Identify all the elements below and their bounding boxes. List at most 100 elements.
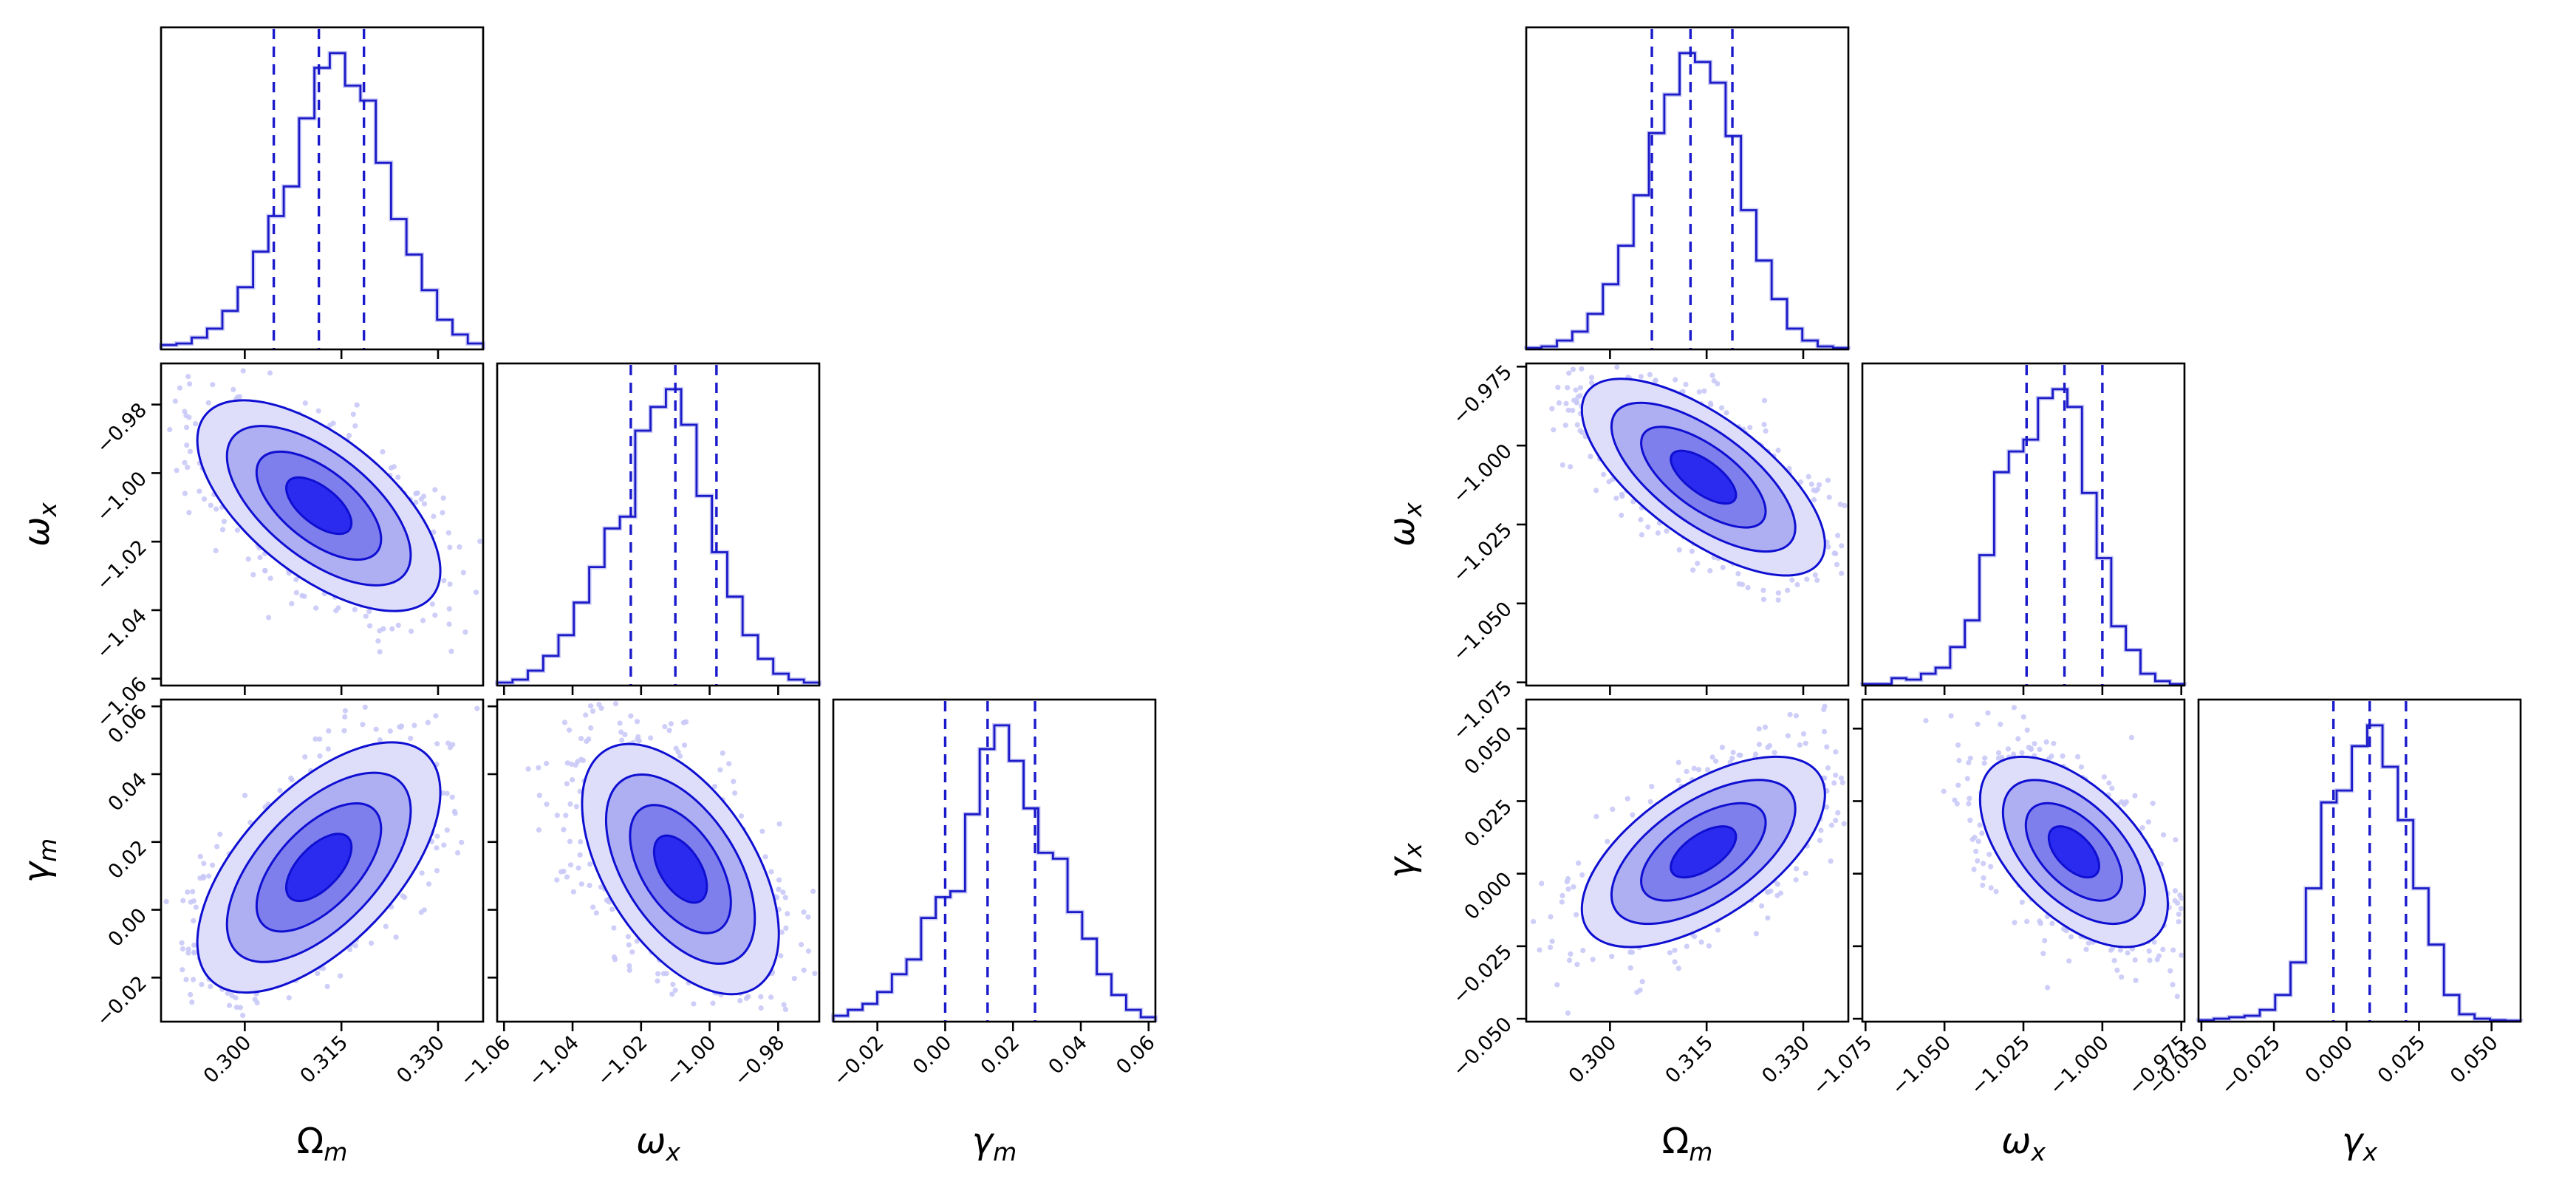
- corner-plot-left: −0.02 0.00 0.02 0.04 0.06−1.06−1.04−1.02−1.0…: [16, 26, 1160, 1166]
- sample-point: [197, 488, 202, 494]
- sample-point: [2049, 920, 2055, 926]
- sample-point: [1818, 827, 1824, 833]
- sample-point: [1696, 389, 1702, 395]
- sample-point: [1831, 780, 1837, 786]
- sample-point: [186, 510, 192, 516]
- sample-point: [1610, 806, 1616, 813]
- panel-hist-omega_m: [1524, 26, 1851, 359]
- sample-point: [180, 946, 185, 952]
- sample-point: [411, 722, 417, 728]
- sample-point: [1580, 948, 1586, 954]
- x-tick-label: −0.02: [829, 1031, 888, 1090]
- sample-point: [622, 731, 628, 738]
- sample-point: [1838, 775, 1844, 781]
- x-tick-label: 0.315: [296, 1031, 353, 1088]
- sample-point: [812, 971, 818, 977]
- sample-point: [250, 572, 256, 578]
- sample-point: [299, 592, 305, 598]
- sample-point: [805, 948, 811, 954]
- sample-point: [1975, 838, 1981, 844]
- sample-point: [1841, 821, 1847, 827]
- contour-level-4: [284, 476, 353, 536]
- sample-point: [400, 893, 406, 899]
- sample-point: [570, 777, 575, 783]
- panel-contour-omega_m-omega_x: −1.06−1.04−1.02−1.00−0.98: [92, 362, 485, 732]
- sample-point: [373, 726, 379, 732]
- sample-point: [214, 844, 220, 850]
- sample-point: [180, 967, 185, 973]
- sample-point: [1639, 979, 1645, 985]
- sample-point: [1826, 494, 1832, 500]
- sample-point: [1684, 943, 1690, 949]
- y-tick-label: −1.04: [92, 604, 151, 663]
- x-tick-label: 0.06: [1112, 1031, 1159, 1079]
- sample-point: [352, 606, 358, 612]
- sample-point: [536, 793, 542, 799]
- sample-point: [237, 1005, 243, 1011]
- sample-point: [1676, 547, 1682, 553]
- sample-point: [762, 854, 768, 860]
- sample-point: [2011, 705, 2017, 711]
- sample-point: [2170, 982, 2176, 988]
- sample-point: [635, 737, 640, 742]
- sample-point: [1833, 550, 1839, 557]
- sample-point: [578, 881, 584, 887]
- sample-point: [1614, 364, 1620, 370]
- sample-point: [1761, 397, 1768, 403]
- sample-point: [1691, 765, 1697, 771]
- x-tick-label: −1.00: [661, 1031, 720, 1090]
- contour-level-4: [1670, 449, 1738, 505]
- sample-point: [1756, 742, 1762, 748]
- sample-point: [731, 779, 737, 785]
- sample-point: [590, 708, 596, 714]
- sample-point: [2078, 764, 2085, 770]
- sample-point: [288, 775, 294, 781]
- sample-point: [780, 889, 786, 895]
- sample-point: [434, 845, 440, 851]
- sample-point: [2161, 832, 2167, 838]
- sample-point: [583, 712, 589, 718]
- sample-point: [1761, 422, 1767, 428]
- histogram-step: [2197, 724, 2522, 1022]
- sample-point: [1793, 713, 1799, 719]
- panel-contour-omega_x-gamma_x: −1.075 −1.050 −1.025 −1.000 −0.975: [1808, 698, 2193, 1100]
- sample-point: [441, 578, 447, 584]
- sample-point: [1629, 949, 1635, 955]
- sample-point: [1675, 777, 1681, 783]
- sample-point: [626, 942, 632, 948]
- sample-point: [460, 570, 466, 575]
- panel-frame-overlay: [160, 26, 485, 351]
- sample-point: [1588, 454, 1593, 459]
- sample-point: [1713, 758, 1719, 764]
- sample-point: [1719, 745, 1725, 751]
- sample-point: [432, 612, 438, 618]
- x-tick-label: 0.025: [2374, 1031, 2430, 1088]
- sample-point: [2051, 740, 2057, 747]
- sample-point: [1985, 710, 1991, 716]
- sample-point: [648, 735, 654, 741]
- axis-title-gamma_m: γm: [16, 838, 62, 884]
- sample-point: [1956, 757, 1962, 764]
- sample-point: [1923, 717, 1929, 724]
- sample-point: [2010, 751, 2017, 757]
- sample-point: [2172, 888, 2179, 894]
- sample-point: [1711, 377, 1717, 383]
- panel-contour-omega_m-gamma_x: 0.300 0.315 0.330−0.050−0.0250.0000.0250.0…: [1448, 698, 1850, 1088]
- panel-frame-overlay: [832, 698, 1157, 1023]
- sample-point: [776, 821, 782, 827]
- sample-point: [1562, 423, 1568, 428]
- sample-point: [452, 810, 458, 816]
- sample-point: [383, 923, 389, 929]
- sample-point: [2024, 727, 2030, 733]
- sample-point: [234, 527, 240, 533]
- sample-point: [1690, 567, 1696, 573]
- sample-point: [457, 544, 462, 550]
- sample-point: [2178, 906, 2184, 912]
- sample-point: [235, 394, 241, 400]
- sample-point: [360, 722, 366, 728]
- sample-point: [1735, 571, 1741, 577]
- sample-point: [1568, 951, 1574, 957]
- sample-point: [2114, 967, 2120, 973]
- sample-point: [266, 615, 272, 621]
- y-tick-label: −1.000: [1448, 440, 1517, 508]
